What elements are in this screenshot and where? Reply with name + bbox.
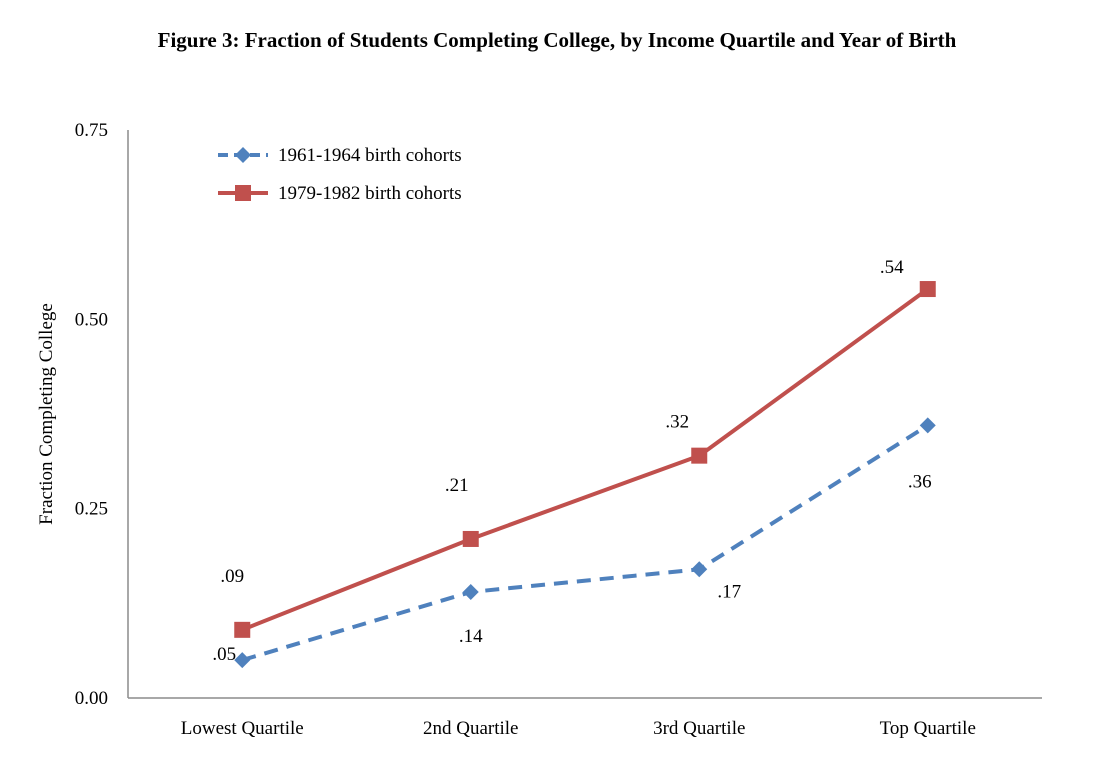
data-label: .14 <box>459 626 483 647</box>
data-point-marker <box>462 530 479 547</box>
data-point-marker <box>691 447 708 464</box>
chart-title: Figure 3: Fraction of Students Completin… <box>157 28 957 52</box>
x-tick-label: 2nd Quartile <box>423 718 519 739</box>
data-label: .09 <box>220 566 244 587</box>
data-point-marker <box>919 417 936 434</box>
data-labels: .05 .14 .17 .36 .09 .21 .32 .54 <box>212 257 931 665</box>
data-label: .17 <box>717 581 741 602</box>
data-label: .36 <box>908 471 932 492</box>
x-tick-label: Top Quartile <box>880 718 976 739</box>
data-point-marker <box>234 652 251 669</box>
y-tick-label: 0.00 <box>75 688 108 709</box>
y-tick-label: 0.50 <box>75 309 108 330</box>
y-tick-label: 0.75 <box>75 120 108 141</box>
legend-marker <box>235 147 251 163</box>
x-tick-label: 3rd Quartile <box>653 718 745 739</box>
data-label: .32 <box>665 412 689 433</box>
series-layer <box>234 281 936 669</box>
y-axis-label: Fraction Completing College <box>36 303 57 525</box>
data-point-marker <box>691 561 708 578</box>
legend-label: 1979-1982 birth cohorts <box>278 183 462 204</box>
legend: 1961-1964 birth cohorts 1979-1982 birth c… <box>218 145 462 204</box>
y-tick-label: 0.25 <box>75 499 108 520</box>
series-line <box>241 287 929 632</box>
data-label: .05 <box>212 644 236 665</box>
data-point-marker <box>919 281 936 298</box>
legend-label: 1961-1964 birth cohorts <box>278 145 462 166</box>
legend-marker <box>235 185 251 201</box>
data-label: .54 <box>880 257 904 278</box>
x-tick-label: Lowest Quartile <box>181 718 304 739</box>
series-line <box>241 423 929 663</box>
axes: 0.00 0.25 0.50 0.75 Lowest Quartile 2nd Quart… <box>36 120 1042 739</box>
data-point-marker <box>462 583 479 600</box>
data-label: .21 <box>445 475 469 496</box>
data-point-marker <box>234 621 251 638</box>
